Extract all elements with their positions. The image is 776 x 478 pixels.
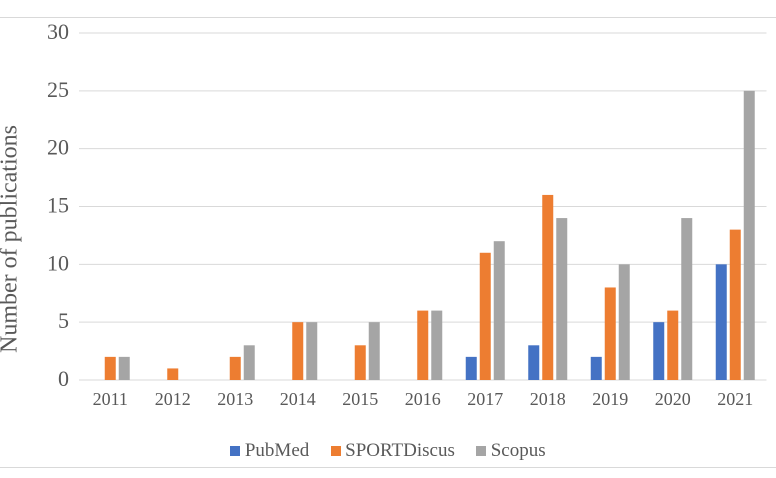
svg-text:30: 30 bbox=[47, 19, 69, 44]
svg-text:2020: 2020 bbox=[655, 389, 691, 409]
svg-text:2015: 2015 bbox=[342, 389, 378, 409]
svg-text:10: 10 bbox=[47, 250, 69, 275]
svg-text:2018: 2018 bbox=[530, 389, 566, 409]
svg-text:2014: 2014 bbox=[280, 389, 316, 409]
svg-text:2021: 2021 bbox=[717, 389, 753, 409]
svg-text:15: 15 bbox=[47, 193, 69, 218]
svg-text:2012: 2012 bbox=[155, 389, 191, 409]
svg-text:2011: 2011 bbox=[93, 389, 128, 409]
svg-text:5: 5 bbox=[58, 308, 69, 333]
svg-text:2019: 2019 bbox=[592, 389, 628, 409]
svg-text:2017: 2017 bbox=[467, 389, 503, 409]
svg-text:0: 0 bbox=[58, 366, 69, 391]
svg-text:25: 25 bbox=[47, 77, 69, 102]
svg-text:2013: 2013 bbox=[217, 389, 253, 409]
svg-text:20: 20 bbox=[47, 135, 69, 160]
svg-text:2016: 2016 bbox=[405, 389, 441, 409]
